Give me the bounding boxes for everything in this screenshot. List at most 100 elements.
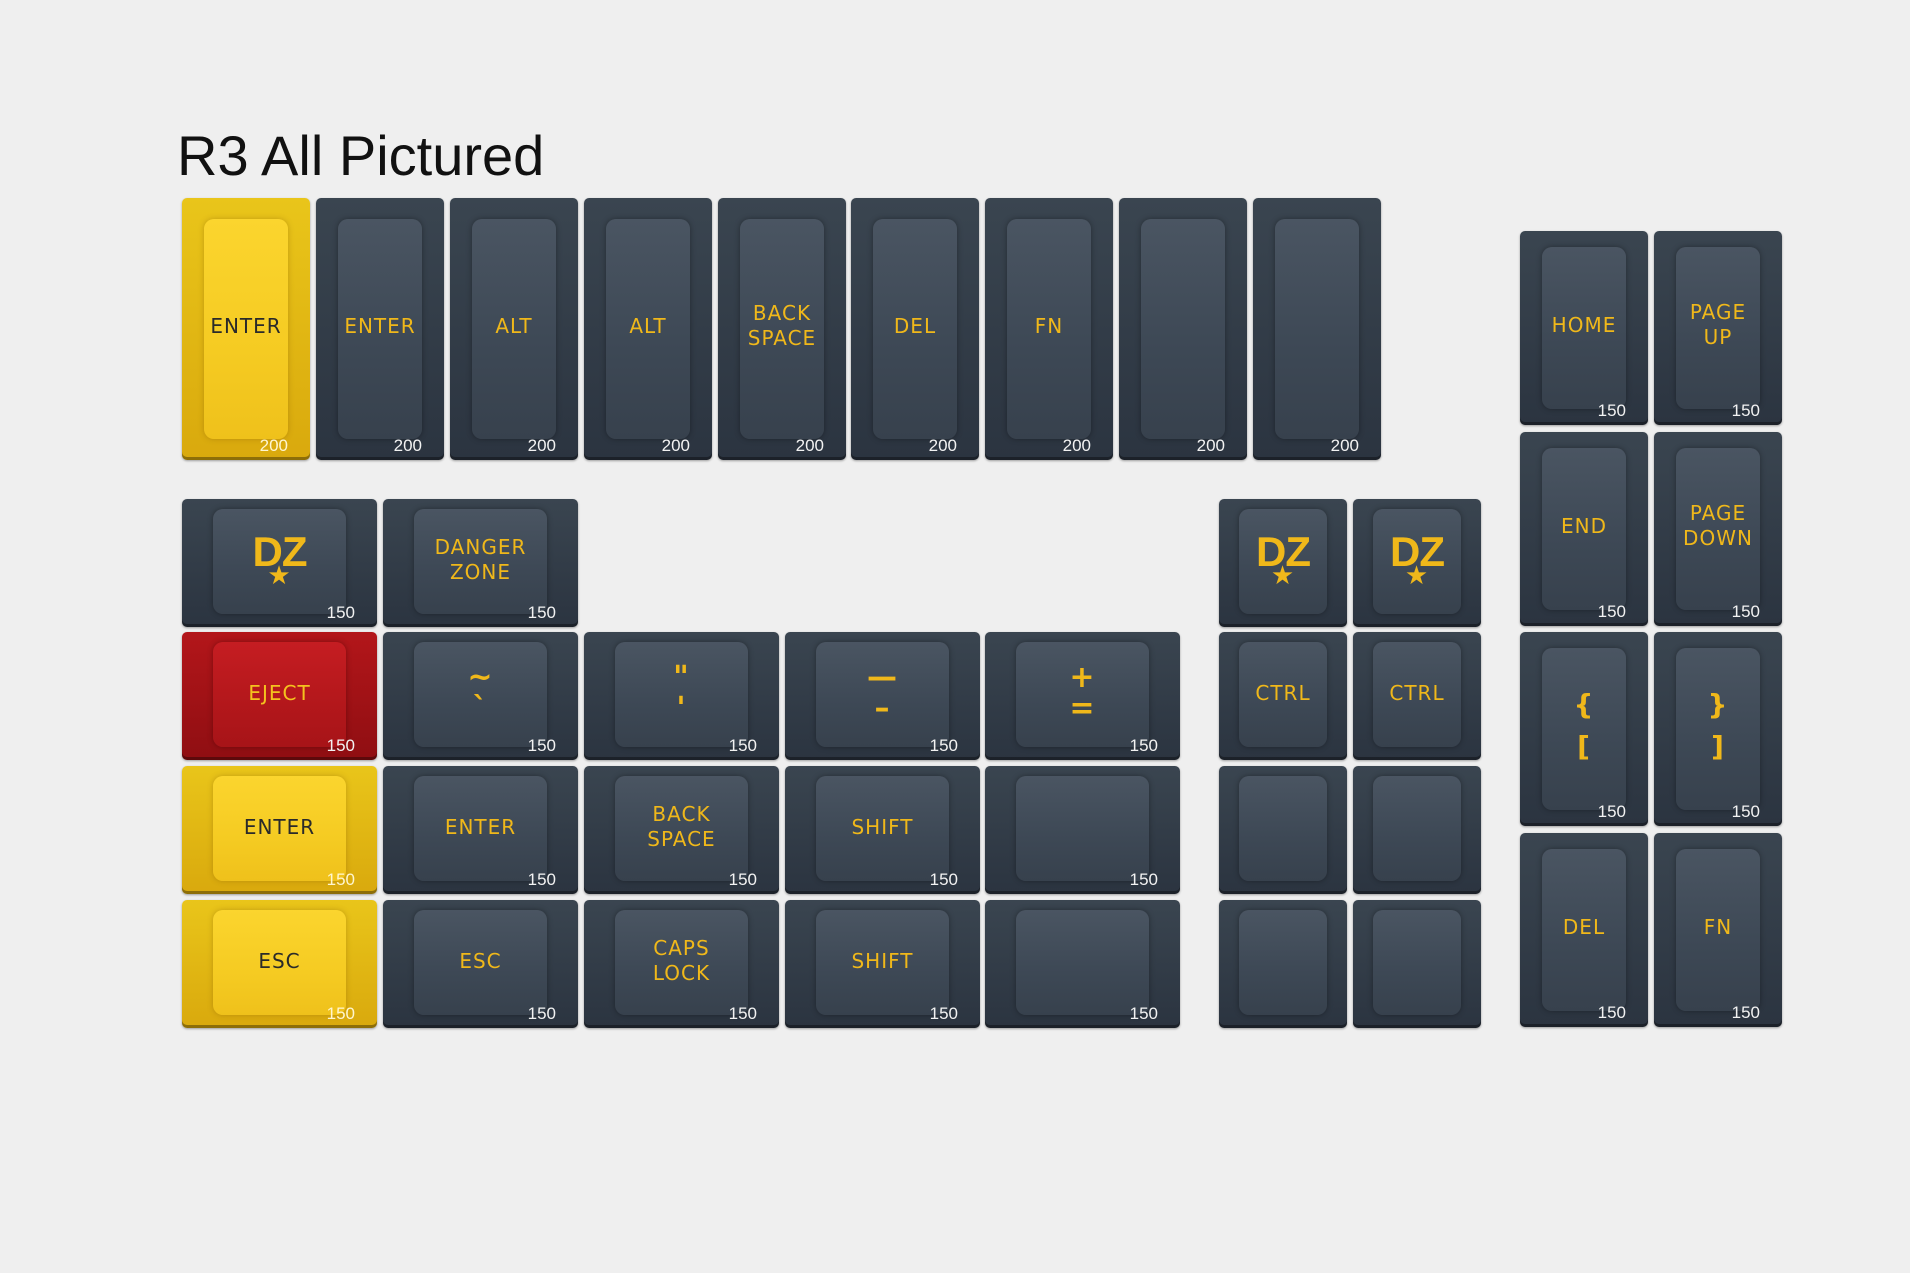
keycap-size-label: 150: [1597, 401, 1626, 420]
keycap-shift: SHIFT 150: [785, 766, 980, 894]
keycap-alt: ALT 200: [450, 198, 578, 460]
keycap-del: DEL 150: [1520, 833, 1648, 1027]
keycap-legend: CTRL: [1255, 680, 1311, 705]
keycap-symbol: + = 150: [985, 632, 1180, 760]
keycap-legend: ESC: [258, 948, 301, 973]
keycap-size-label: 200: [661, 436, 690, 455]
keycap-blank: 200: [1119, 198, 1247, 460]
keycap-legend: CAPS LOCK: [652, 936, 711, 985]
keycap-size-label: 200: [1196, 436, 1225, 455]
keycap-symbol: — – 150: [785, 632, 980, 760]
keycap-end: END 150: [1520, 432, 1648, 626]
keycap-size-label: 150: [929, 870, 958, 889]
keycap-size-label: 150: [728, 1004, 757, 1023]
keycap-size-label: 150: [527, 1004, 556, 1023]
keycap-symbol: " ' 150: [584, 632, 779, 760]
keycap-legend: ALT: [495, 313, 533, 338]
keycap-legend: DEL: [893, 313, 937, 338]
keycap-size-label: 150: [527, 603, 556, 622]
keycap-size-label: 150: [326, 1004, 355, 1023]
keycap-size-label: 150: [527, 736, 556, 755]
keycap-dz: DZ ★: [1353, 499, 1481, 627]
keycap-legend: " ': [673, 659, 690, 726]
keycap-dz: DZ ★ 150: [182, 499, 377, 627]
keycap-legend: ENTER: [210, 313, 282, 338]
keycap-legend: [1353, 766, 1481, 888]
keycap-page-up: PAGE UP 150: [1654, 231, 1782, 425]
keycap-legend: [1253, 198, 1381, 454]
keycap-size-label: 150: [728, 870, 757, 889]
keycap-legend: SHIFT: [851, 814, 914, 839]
keycap-size-label: 150: [1731, 1003, 1760, 1022]
dz-logo-text: DZ: [252, 528, 308, 575]
keycap-back-space: BACK SPACE 200: [718, 198, 846, 460]
keycap-size-label: 150: [728, 736, 757, 755]
star-icon: ★: [1404, 561, 1430, 591]
keycap-legend: ENTER: [243, 814, 316, 839]
keycap-legend: HOME: [1551, 312, 1617, 337]
keycap-size-label: 150: [527, 870, 556, 889]
keycap-enter: ENTER 200: [182, 198, 310, 460]
keycap-size-label: 150: [1129, 870, 1158, 889]
dz-logo-text: DZ: [1256, 528, 1311, 575]
keycap-blank: 200: [1253, 198, 1381, 460]
keycap-legend: SHIFT: [851, 948, 914, 973]
keycap-legend: DEL: [1562, 914, 1606, 939]
dz-logo-text: DZ: [1390, 528, 1445, 575]
keycap-esc: ESC 150: [383, 900, 578, 1028]
keycap-back-space: BACK SPACE 150: [584, 766, 779, 894]
keycap-size-label: 150: [929, 736, 958, 755]
keycap-size-label: 200: [527, 436, 556, 455]
keycap-symbol: ~ ` 150: [383, 632, 578, 760]
keycap-fn: FN 150: [1654, 833, 1782, 1027]
keycap-legend: [1119, 198, 1247, 454]
keycap-symbol: { [150: [1520, 632, 1648, 826]
keycap-size-label: 150: [1731, 802, 1760, 821]
keycap-dz: DZ ★: [1219, 499, 1347, 627]
keycap-legend: { [: [1573, 688, 1595, 763]
keycap-legend: [1219, 900, 1347, 1022]
keycap-blank: [1219, 900, 1347, 1028]
keycap-size-label: 200: [795, 436, 824, 455]
keycap-fn: FN 200: [985, 198, 1113, 460]
keycap-blank: [1353, 900, 1481, 1028]
keycap-size-label: 150: [326, 870, 355, 889]
keycap-size-label: 150: [1731, 401, 1760, 420]
keycap-alt: ALT 200: [584, 198, 712, 460]
page-title: R3 All Pictured: [177, 124, 545, 187]
keycap-enter: ENTER 150: [383, 766, 578, 894]
keycap-legend: END: [1561, 513, 1607, 538]
keycap-legend: EJECT: [248, 680, 311, 705]
keycap-legend: BACK SPACE: [647, 802, 716, 851]
keycap-ctrl: CTRL: [1353, 632, 1481, 760]
keycap-legend: ~ `: [467, 659, 494, 726]
keycap-size-label: 150: [326, 736, 355, 755]
keycap-legend: + =: [1069, 659, 1096, 726]
keycap-legend: ENTER: [444, 814, 517, 839]
keycap-blank: [1219, 766, 1347, 894]
keycap-ctrl: CTRL: [1219, 632, 1347, 760]
keycap-legend: ESC: [459, 948, 502, 973]
dz-logo-icon: DZ ★: [1353, 499, 1481, 621]
keycap-size-label: 200: [928, 436, 957, 455]
keycap-blank: [1353, 766, 1481, 894]
keycap-size-label: 200: [1330, 436, 1359, 455]
keycap-home: HOME 150: [1520, 231, 1648, 425]
keycap-page-down: PAGE DOWN 150: [1654, 432, 1782, 626]
keycap-danger-zone: DANGER ZONE 150: [383, 499, 578, 627]
dz-logo-icon: DZ ★: [1219, 499, 1347, 621]
dz-logo-icon: DZ ★: [182, 499, 377, 621]
keycap-size-label: 150: [1731, 602, 1760, 621]
keycap-legend: } ]: [1707, 688, 1729, 763]
keycap-esc: ESC 150: [182, 900, 377, 1028]
keycap-symbol: } ] 150: [1654, 632, 1782, 826]
keycap-legend: ENTER: [344, 313, 416, 338]
keycap-enter: ENTER 200: [316, 198, 444, 460]
keycap-size-label: 150: [1129, 736, 1158, 755]
keycap-blank: 150: [985, 766, 1180, 894]
keycap-legend: — –: [867, 659, 898, 726]
keycap-size-label: 150: [326, 603, 355, 622]
keycap-legend: BACK SPACE: [747, 301, 817, 350]
keycap-size-label: 150: [1597, 602, 1626, 621]
keycap-caps-lock: CAPS LOCK 150: [584, 900, 779, 1028]
